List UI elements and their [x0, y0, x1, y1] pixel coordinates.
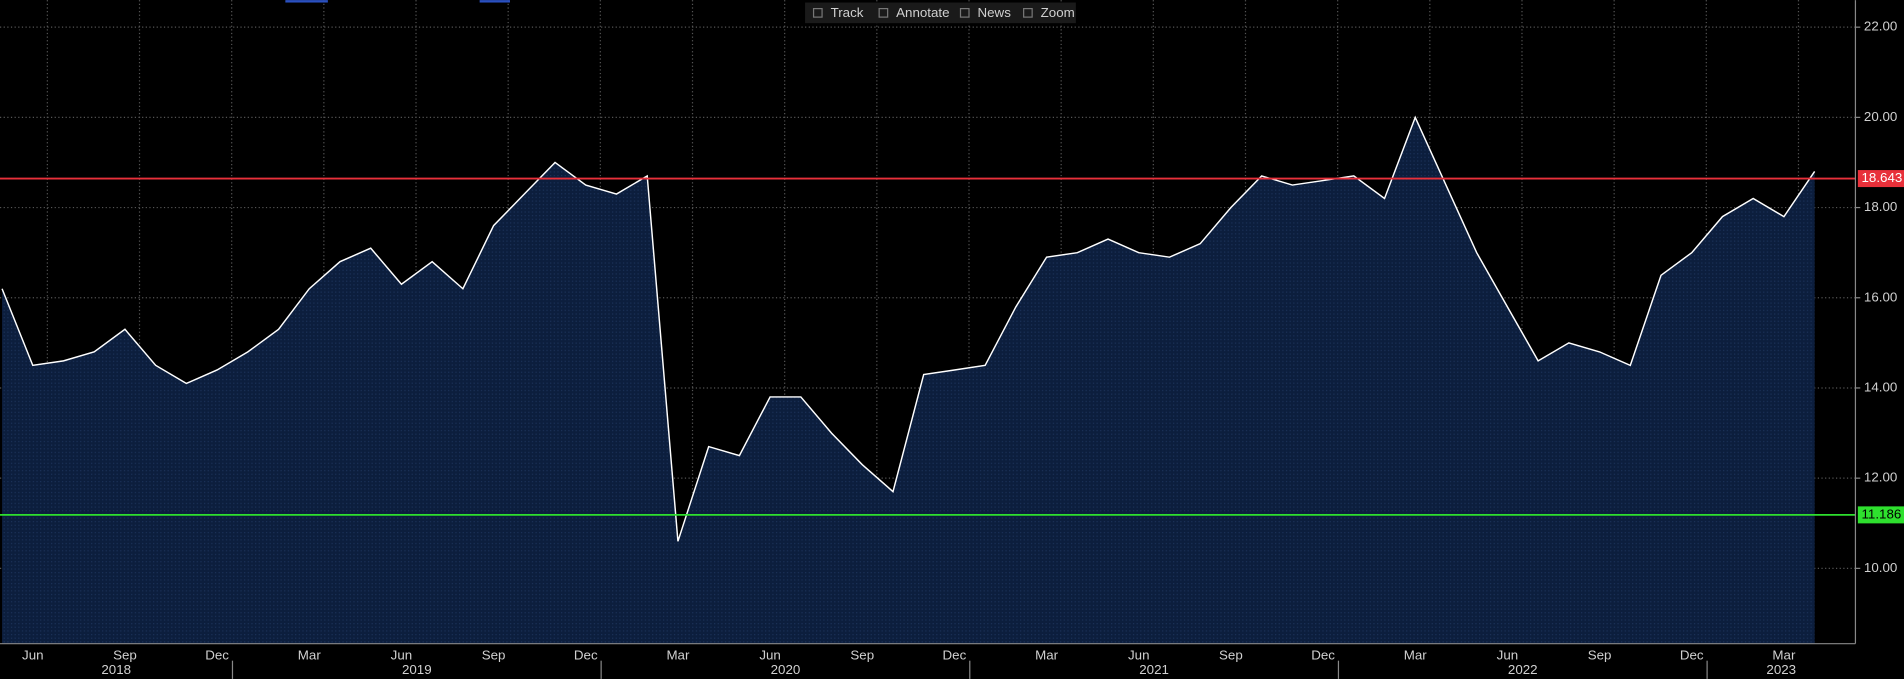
y-tick-label: 16.00: [1864, 289, 1897, 304]
x-tick-label: Sep: [1219, 647, 1243, 662]
x-tick-label: Jun: [391, 647, 413, 662]
year-label: 2018: [101, 662, 131, 677]
reference-label-box: [1857, 170, 1904, 188]
toolbar-bg: [805, 2, 1076, 24]
year-label: 2019: [402, 662, 432, 677]
reference-label: 11.186: [1862, 506, 1902, 521]
x-tick-label: Mar: [1772, 647, 1796, 662]
x-tick-label: Sep: [850, 647, 874, 662]
y-tick-label: 12.00: [1864, 470, 1897, 485]
x-tick-label: Dec: [1680, 647, 1704, 662]
x-tick-label: Sep: [1588, 647, 1612, 662]
toolbar-button[interactable]: Track: [831, 5, 864, 20]
reference-label: 18.643: [1862, 170, 1903, 185]
tab-indicator: [479, 0, 510, 3]
year-label: 2021: [1139, 662, 1169, 677]
x-tick-label: Mar: [666, 647, 690, 662]
x-tick-label: Sep: [113, 647, 137, 662]
y-tick-label: 10.00: [1864, 560, 1897, 575]
toolbar-icon: [812, 7, 823, 18]
toolbar-button[interactable]: News: [978, 5, 1012, 20]
x-tick-label: Dec: [1311, 647, 1335, 662]
line: [1, 115, 1816, 542]
x-tick-label: Mar: [1404, 647, 1428, 662]
toolbar-icon: [959, 7, 970, 18]
x-tick-label: Mar: [298, 647, 322, 662]
year-label: 2022: [1508, 662, 1538, 677]
x-tick-label: Sep: [482, 647, 506, 662]
y-tick-label: 14.00: [1864, 379, 1897, 394]
y-tick-label: 22.00: [1864, 19, 1897, 34]
x-tick-label: Dec: [943, 647, 967, 662]
toolbar-button[interactable]: Annotate: [896, 5, 949, 20]
x-tick-label: Jun: [1497, 647, 1519, 662]
year-label: 2023: [1766, 662, 1796, 677]
area: [2, 117, 1815, 644]
x-tick-label: Dec: [574, 647, 598, 662]
reference-label-box: [1857, 506, 1904, 524]
toolbar-icon: [1023, 7, 1033, 18]
x-tick-label: Jun: [22, 647, 44, 662]
toolbar-button[interactable]: Zoom: [1041, 5, 1075, 20]
toolbar: Track Annotate News Zoom: [805, 2, 1076, 24]
toolbar-icon: [878, 7, 889, 18]
y-tick-label: 18.00: [1864, 199, 1897, 214]
x-tick-label: Jun: [1128, 647, 1150, 662]
year-label: 2020: [771, 662, 801, 677]
x-tick-label: Jun: [759, 647, 781, 662]
tab-indicator: [285, 0, 328, 3]
x-tick-label: Mar: [1035, 647, 1059, 662]
y-tick-label: 20.00: [1864, 109, 1897, 124]
x-tick-label: Dec: [205, 647, 229, 662]
